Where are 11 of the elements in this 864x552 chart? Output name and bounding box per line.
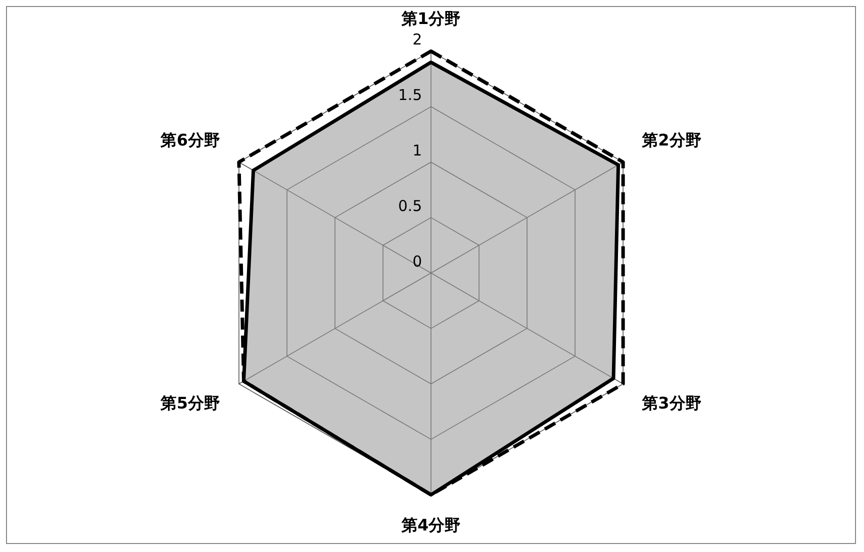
y-tick-label: 1.5: [398, 86, 422, 104]
y-tick-label: 0.5: [398, 196, 422, 215]
spoke-label: 第3分野: [641, 394, 702, 413]
y-tick-label: 2: [412, 30, 422, 49]
y-tick-label: 0: [412, 252, 422, 270]
spoke-label: 第2分野: [641, 130, 702, 150]
spoke-label: 第4分野: [400, 516, 461, 535]
spoke-label: 第5分野: [160, 394, 220, 413]
spoke-label: 第6分野: [160, 130, 220, 150]
spoke-label: 第1分野: [400, 8, 461, 28]
y-tick-label: 1: [412, 141, 422, 160]
